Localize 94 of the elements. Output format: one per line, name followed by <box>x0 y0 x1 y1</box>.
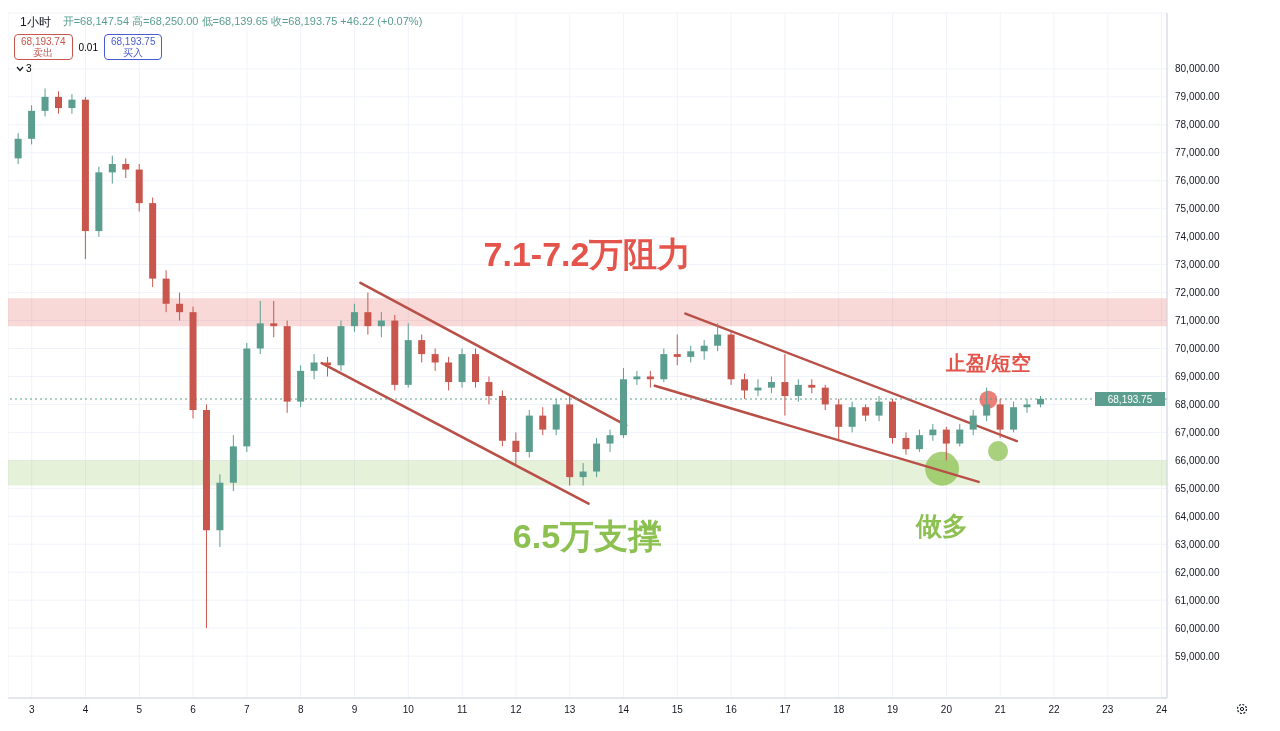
y-tick-label: 78,000.00 <box>1175 119 1220 131</box>
x-tick-label: 21 <box>994 704 1007 716</box>
y-tick-label: 70,000.00 <box>1175 343 1220 355</box>
candlestick <box>41 87 49 117</box>
x-tick-label: 8 <box>297 704 304 716</box>
candlestick <box>14 132 22 165</box>
x-tick-label: 15 <box>671 704 684 716</box>
ref-line-label: 68,193.75 <box>1107 394 1153 406</box>
candlestick <box>122 157 130 179</box>
y-tick-label: 67,000.00 <box>1175 426 1220 438</box>
candlestick <box>969 409 977 436</box>
y-tick-label: 74,000.00 <box>1175 231 1220 243</box>
candlestick <box>821 384 829 411</box>
y-tick-label: 60,000.00 <box>1175 622 1220 634</box>
annotation: 0.01 <box>78 41 98 53</box>
y-tick-label: 72,000.00 <box>1175 287 1220 299</box>
y-tick-label: 63,000.00 <box>1175 538 1220 550</box>
annotation: 68,193.75 <box>110 36 156 47</box>
y-tick-label: 80,000.00 <box>1175 63 1220 75</box>
band-label: 7.1-7.2万阻力 <box>483 235 692 274</box>
candlestick <box>176 292 184 322</box>
candlestick <box>68 93 76 115</box>
x-tick-label: 4 <box>82 704 89 716</box>
candlestick <box>606 429 614 453</box>
candlestick <box>942 426 950 461</box>
candlestick <box>848 401 856 433</box>
x-tick-label: 23 <box>1102 704 1114 716</box>
annotation: 开=68,147.54 高=68,250.00 低=68,139.65 收=68,193.75 +46.22 (+0.07%) <box>62 14 423 29</box>
y-tick-label: 61,000.00 <box>1175 594 1220 606</box>
candlestick <box>270 300 278 338</box>
candlestick <box>539 406 547 436</box>
candlestick <box>929 423 937 442</box>
y-tick-label: 65,000.00 <box>1175 482 1220 494</box>
candlestick <box>835 398 843 442</box>
candlestick <box>1010 401 1018 433</box>
candlestick <box>445 356 453 391</box>
band-label: 6.5万支撑 <box>512 516 663 555</box>
x-tick-label: 22 <box>1048 704 1060 716</box>
y-tick-label: 69,000.00 <box>1175 371 1220 383</box>
candlestick <box>956 423 964 447</box>
x-tick-label: 12 <box>510 704 522 716</box>
candlestick <box>485 375 493 405</box>
annotation: 做多 <box>915 510 969 541</box>
x-tick-label: 18 <box>833 704 845 716</box>
x-tick-label: 17 <box>779 704 791 716</box>
candlestick <box>108 155 116 185</box>
candlestick <box>324 356 332 377</box>
candlestick <box>350 303 358 333</box>
candlestick <box>377 311 385 338</box>
candlestick <box>55 90 62 115</box>
x-tick-label: 7 <box>244 704 251 716</box>
x-tick-label: 24 <box>1156 704 1168 716</box>
y-tick-label: 59,000.00 <box>1175 650 1220 662</box>
y-tick-label: 71,000.00 <box>1175 315 1220 327</box>
annotation: 卖出 <box>33 47 54 58</box>
annotation: 买入 <box>122 47 145 58</box>
candlestick <box>915 429 923 453</box>
y-tick-label: 79,000.00 <box>1175 91 1220 103</box>
annotation: 68,193.74 <box>21 36 66 47</box>
y-tick-label: 73,000.00 <box>1175 259 1220 271</box>
x-tick-label: 19 <box>887 704 899 716</box>
y-tick-label: 75,000.00 <box>1175 203 1220 215</box>
candlestick <box>700 339 708 361</box>
y-tick-label: 66,000.00 <box>1175 454 1220 466</box>
x-tick-label: 5 <box>136 704 143 716</box>
candlestick <box>418 334 426 363</box>
y-tick-label: 62,000.00 <box>1175 566 1220 578</box>
x-tick-label: 9 <box>351 704 358 716</box>
candlestick <box>310 353 318 380</box>
y-tick-label: 68,000.00 <box>1175 398 1220 410</box>
candlestick <box>633 370 641 386</box>
x-tick-label: 6 <box>190 704 197 716</box>
x-tick-label: 10 <box>402 704 415 716</box>
annotation: 1小时 <box>20 14 51 31</box>
x-tick-label: 16 <box>725 704 738 716</box>
x-tick-label: 11 <box>456 704 468 716</box>
candlestick <box>714 322 722 352</box>
candlestick <box>431 348 439 372</box>
annotation: 3 <box>26 63 32 74</box>
y-tick-label: 77,000.00 <box>1175 147 1220 159</box>
annotation: 止盈/短空 <box>944 351 1032 374</box>
candlestick <box>364 292 372 336</box>
candlestick <box>781 353 789 417</box>
candlestick <box>512 431 520 467</box>
y-tick-label: 76,000.00 <box>1175 175 1220 187</box>
x-tick-label: 20 <box>940 704 953 716</box>
candlestick <box>673 334 681 366</box>
candlestick <box>579 462 587 487</box>
candlestick <box>741 373 749 400</box>
x-tick-label: 3 <box>28 704 35 716</box>
candlestick <box>902 431 910 456</box>
x-tick-label: 14 <box>617 704 630 716</box>
y-tick-label: 64,000.00 <box>1175 510 1220 522</box>
x-tick-label: 13 <box>564 704 576 716</box>
